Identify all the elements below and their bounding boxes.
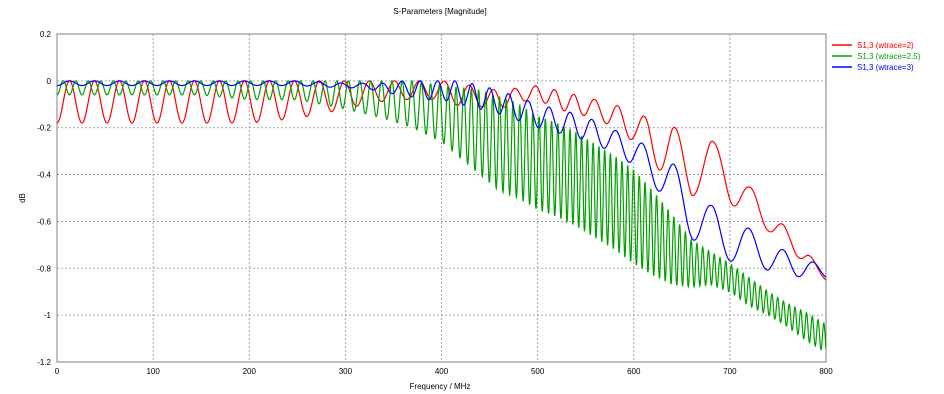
y-axis-title: dB bbox=[18, 193, 27, 203]
legend-label: S1,3 (wtrace=3) bbox=[857, 63, 914, 72]
legend: S1,3 (wtrace=2) S1,3 (wtrace=2.5) S1,3 (wt… bbox=[832, 41, 921, 72]
series-line-2 bbox=[56, 79, 827, 351]
x-tick-label: 700 bbox=[723, 367, 737, 376]
y-tick-label: 0.2 bbox=[40, 30, 52, 39]
x-tick-label: 800 bbox=[819, 367, 833, 376]
grid bbox=[57, 34, 826, 362]
series-line-3 bbox=[57, 80, 827, 278]
x-axis-title: Frequency / MHz bbox=[410, 382, 471, 391]
y-tick-label: -1.2 bbox=[37, 358, 51, 367]
y-tick-label: -0.8 bbox=[37, 264, 51, 273]
y-tick-label: 0 bbox=[47, 77, 52, 86]
x-tick-label: 200 bbox=[243, 367, 257, 376]
legend-label: S1,3 (wtrace=2) bbox=[857, 41, 914, 50]
plot-frame bbox=[56, 33, 827, 363]
x-tick-label: 0 bbox=[55, 367, 60, 376]
y-tick-label: -1 bbox=[44, 311, 52, 320]
series-layer bbox=[56, 79, 827, 351]
chart-title: S-Parameters [Magnitude] bbox=[393, 7, 486, 16]
x-tick-label: 100 bbox=[146, 367, 160, 376]
x-tick-label: 600 bbox=[627, 367, 641, 376]
x-tick-label: 500 bbox=[531, 367, 545, 376]
x-tick-label: 400 bbox=[435, 367, 449, 376]
series-line-1 bbox=[56, 80, 827, 281]
y-tick-label: -0.2 bbox=[37, 124, 51, 133]
y-tick-label: -0.6 bbox=[37, 217, 51, 226]
legend-label: S1,3 (wtrace=2.5) bbox=[857, 52, 921, 61]
tick-labels: 0 100 200 300 400 500 600 700 800 0.2 0 -0.2 -0.4 -0.… bbox=[37, 30, 833, 376]
x-tick-label: 300 bbox=[339, 367, 353, 376]
y-tick-label: -0.4 bbox=[37, 171, 51, 180]
